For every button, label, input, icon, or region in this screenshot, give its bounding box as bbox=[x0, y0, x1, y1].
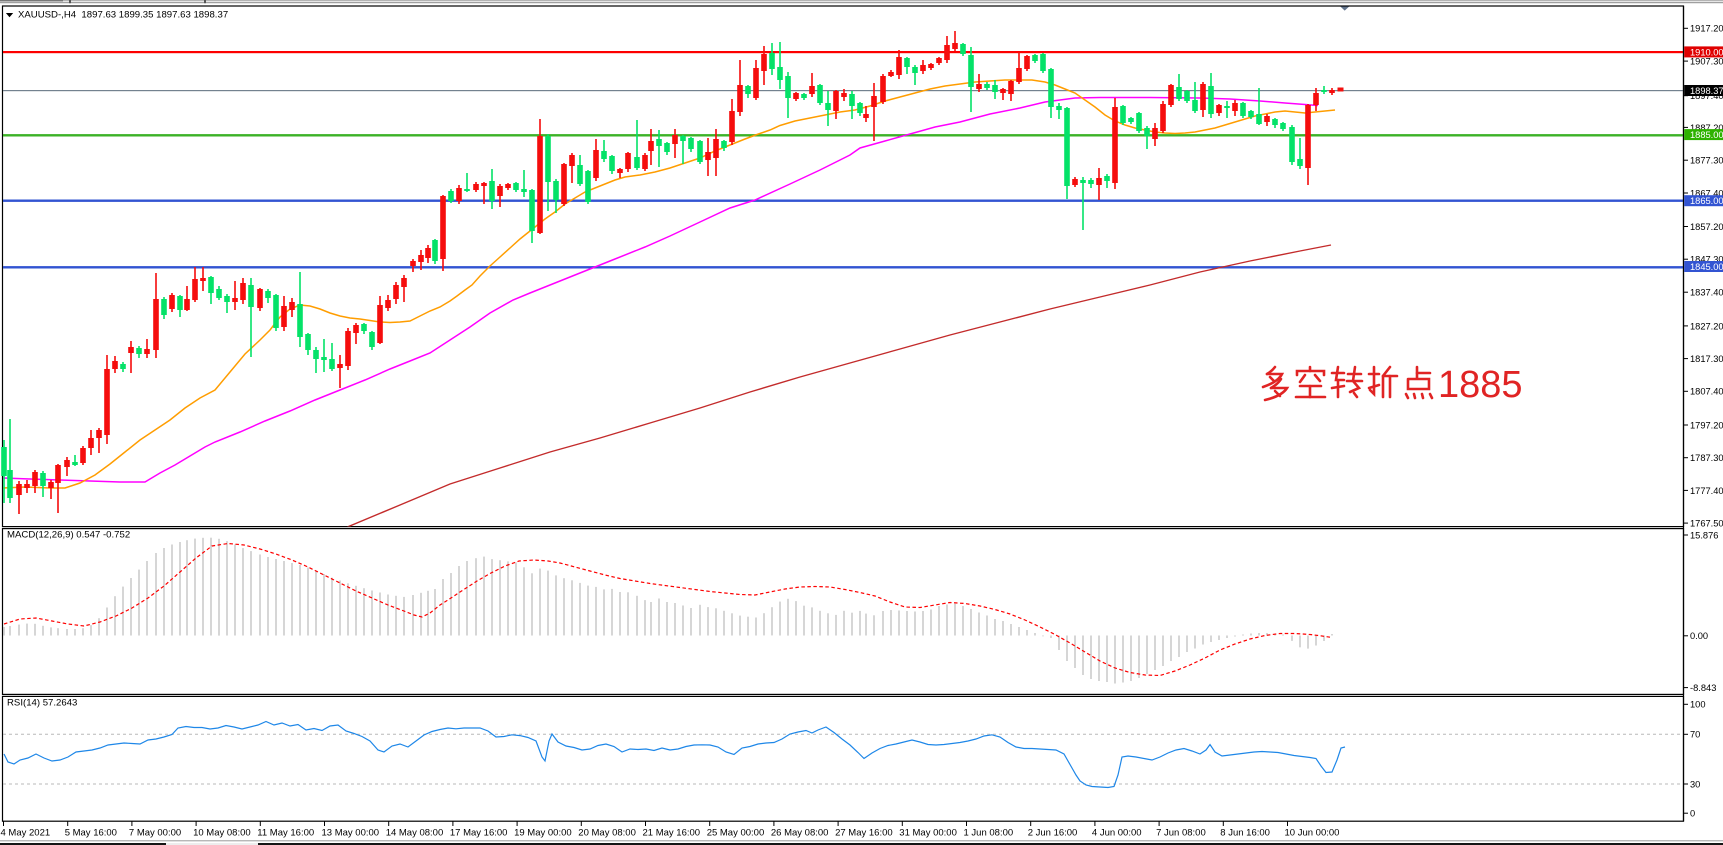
svg-text:1887.20: 1887.20 bbox=[1690, 123, 1723, 133]
svg-text:1857.20: 1857.20 bbox=[1690, 222, 1723, 232]
svg-text:1898.37: 1898.37 bbox=[1690, 86, 1723, 96]
svg-text:27 May 16:00: 27 May 16:00 bbox=[835, 828, 893, 839]
svg-text:4 May 2021: 4 May 2021 bbox=[1, 828, 51, 839]
svg-text:100: 100 bbox=[1690, 700, 1706, 710]
svg-text:11 May 16:00: 11 May 16:00 bbox=[257, 828, 314, 839]
svg-text:1 Jun 08:00: 1 Jun 08:00 bbox=[964, 828, 1014, 839]
svg-text:5 May 16:00: 5 May 16:00 bbox=[65, 828, 117, 839]
svg-text:1897.40: 1897.40 bbox=[1690, 91, 1723, 101]
svg-text:19 May 00:00: 19 May 00:00 bbox=[514, 828, 572, 839]
svg-text:10 Jun 00:00: 10 Jun 00:00 bbox=[1285, 828, 1340, 839]
svg-text:17 May 16:00: 17 May 16:00 bbox=[450, 828, 508, 839]
svg-text:20 May 08:00: 20 May 08:00 bbox=[578, 828, 636, 839]
svg-text:0: 0 bbox=[1690, 809, 1695, 819]
svg-text:1797.20: 1797.20 bbox=[1690, 420, 1723, 430]
svg-text:1865.00: 1865.00 bbox=[1690, 196, 1723, 206]
svg-text:1867.40: 1867.40 bbox=[1690, 188, 1723, 198]
svg-text:1885: 1885 bbox=[1438, 364, 1523, 406]
svg-text:1917.20: 1917.20 bbox=[1690, 24, 1723, 34]
svg-text:10 May 08:00: 10 May 08:00 bbox=[193, 828, 251, 839]
svg-text:8 Jun 16:00: 8 Jun 16:00 bbox=[1220, 828, 1270, 839]
svg-text:70: 70 bbox=[1690, 730, 1700, 740]
svg-text:1777.40: 1777.40 bbox=[1690, 486, 1723, 496]
svg-text:1767.50: 1767.50 bbox=[1690, 519, 1723, 529]
svg-text:XAUUSD-,H4 1897.63 1899.35 18: XAUUSD-,H4 1897.63 1899.35 1897.63 1898.… bbox=[18, 10, 228, 21]
svg-text:1817.30: 1817.30 bbox=[1690, 354, 1723, 364]
svg-text:14 May 08:00: 14 May 08:00 bbox=[386, 828, 444, 839]
svg-text:21 May 16:00: 21 May 16:00 bbox=[643, 828, 701, 839]
svg-text:1847.30: 1847.30 bbox=[1690, 255, 1723, 265]
svg-text:15.876: 15.876 bbox=[1690, 530, 1718, 540]
svg-text:7 Jun 08:00: 7 Jun 08:00 bbox=[1156, 828, 1206, 839]
svg-text:2 Jun 16:00: 2 Jun 16:00 bbox=[1028, 828, 1078, 839]
svg-text:7 May 00:00: 7 May 00:00 bbox=[129, 828, 181, 839]
svg-text:1837.40: 1837.40 bbox=[1690, 288, 1723, 298]
svg-text:1845.00: 1845.00 bbox=[1690, 262, 1723, 272]
svg-text:25 May 00:00: 25 May 00:00 bbox=[707, 828, 765, 839]
svg-text:RSI(14) 57.2643: RSI(14) 57.2643 bbox=[7, 698, 77, 709]
svg-text:1907.30: 1907.30 bbox=[1690, 57, 1723, 67]
svg-text:1885.00: 1885.00 bbox=[1690, 130, 1723, 140]
svg-text:13 May 00:00: 13 May 00:00 bbox=[322, 828, 380, 839]
svg-text:1827.20: 1827.20 bbox=[1690, 321, 1723, 331]
svg-text:1807.40: 1807.40 bbox=[1690, 387, 1723, 397]
svg-text:4 Jun 00:00: 4 Jun 00:00 bbox=[1092, 828, 1142, 839]
svg-text:31 May 00:00: 31 May 00:00 bbox=[899, 828, 957, 839]
svg-text:30: 30 bbox=[1690, 779, 1700, 789]
svg-text:-8.843: -8.843 bbox=[1690, 683, 1716, 693]
svg-text:1910.00: 1910.00 bbox=[1690, 47, 1723, 57]
svg-text:MACD(12,26,9) 0.547 -0.752: MACD(12,26,9) 0.547 -0.752 bbox=[7, 530, 130, 541]
svg-text:1877.30: 1877.30 bbox=[1690, 156, 1723, 166]
svg-text:26 May 08:00: 26 May 08:00 bbox=[771, 828, 829, 839]
svg-text:1787.30: 1787.30 bbox=[1690, 453, 1723, 463]
svg-text:0.00: 0.00 bbox=[1690, 631, 1708, 641]
